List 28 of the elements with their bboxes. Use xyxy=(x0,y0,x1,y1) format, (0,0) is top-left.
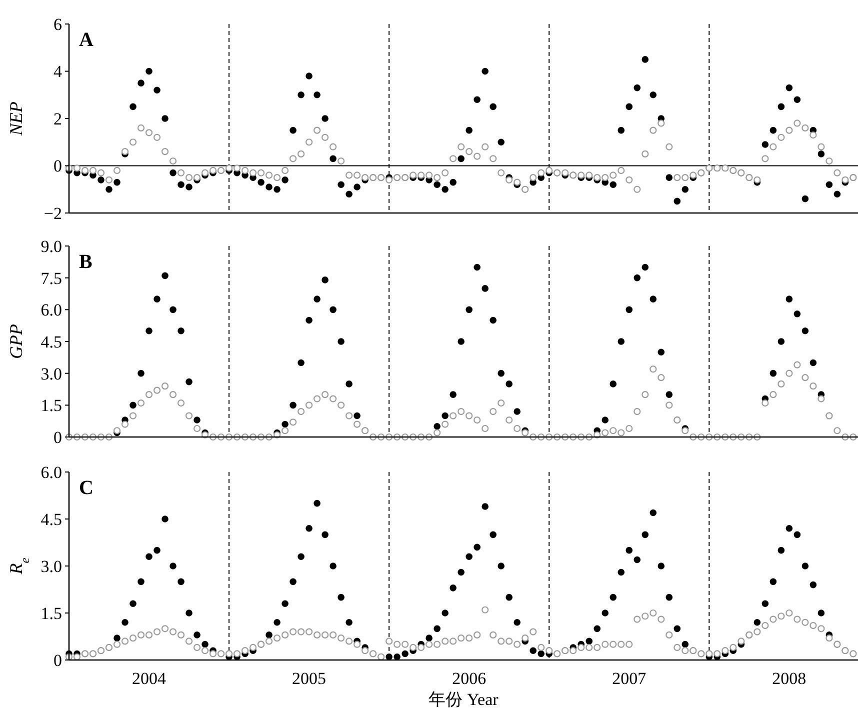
y-tick-label: 9.0 xyxy=(40,236,62,256)
x-tick-label: 2005 xyxy=(292,669,326,688)
y-tick-label: 7.5 xyxy=(40,268,62,288)
x-tick-label: 2006 xyxy=(452,669,486,688)
x-tick-label: 2007 xyxy=(612,669,647,688)
y-tick-label: 3.0 xyxy=(40,556,62,576)
chart-title: A xyxy=(79,29,94,51)
y-tick-label: 4.5 xyxy=(40,510,62,529)
x-tick-label: 2004 xyxy=(132,669,167,688)
y-axis-title: GPP xyxy=(6,324,26,359)
y-tick-label: 0 xyxy=(54,428,62,447)
y-tick-label: −2 xyxy=(44,204,62,223)
x-axis-title: 年份 Year xyxy=(428,690,499,709)
chart-title: B xyxy=(79,251,92,273)
y-tick-label: 1.5 xyxy=(40,396,62,416)
y-tick-label: 4 xyxy=(54,62,62,82)
y-axis-title: NEP xyxy=(6,102,26,136)
y-tick-label: 1.5 xyxy=(40,604,62,623)
y-tick-label: 6 xyxy=(54,14,62,34)
y-tick-label: 3.0 xyxy=(40,364,62,384)
y-tick-label: 6.0 xyxy=(40,462,62,482)
y-tick-label: 0 xyxy=(54,156,62,176)
y-tick-label: 2 xyxy=(54,109,62,128)
y-tick-label: 6.0 xyxy=(40,300,62,320)
y-tick-label: 0 xyxy=(54,650,62,670)
chart-title: C xyxy=(79,477,94,499)
y-tick-label: 4.5 xyxy=(40,332,62,352)
x-tick-label: 2008 xyxy=(772,669,806,688)
